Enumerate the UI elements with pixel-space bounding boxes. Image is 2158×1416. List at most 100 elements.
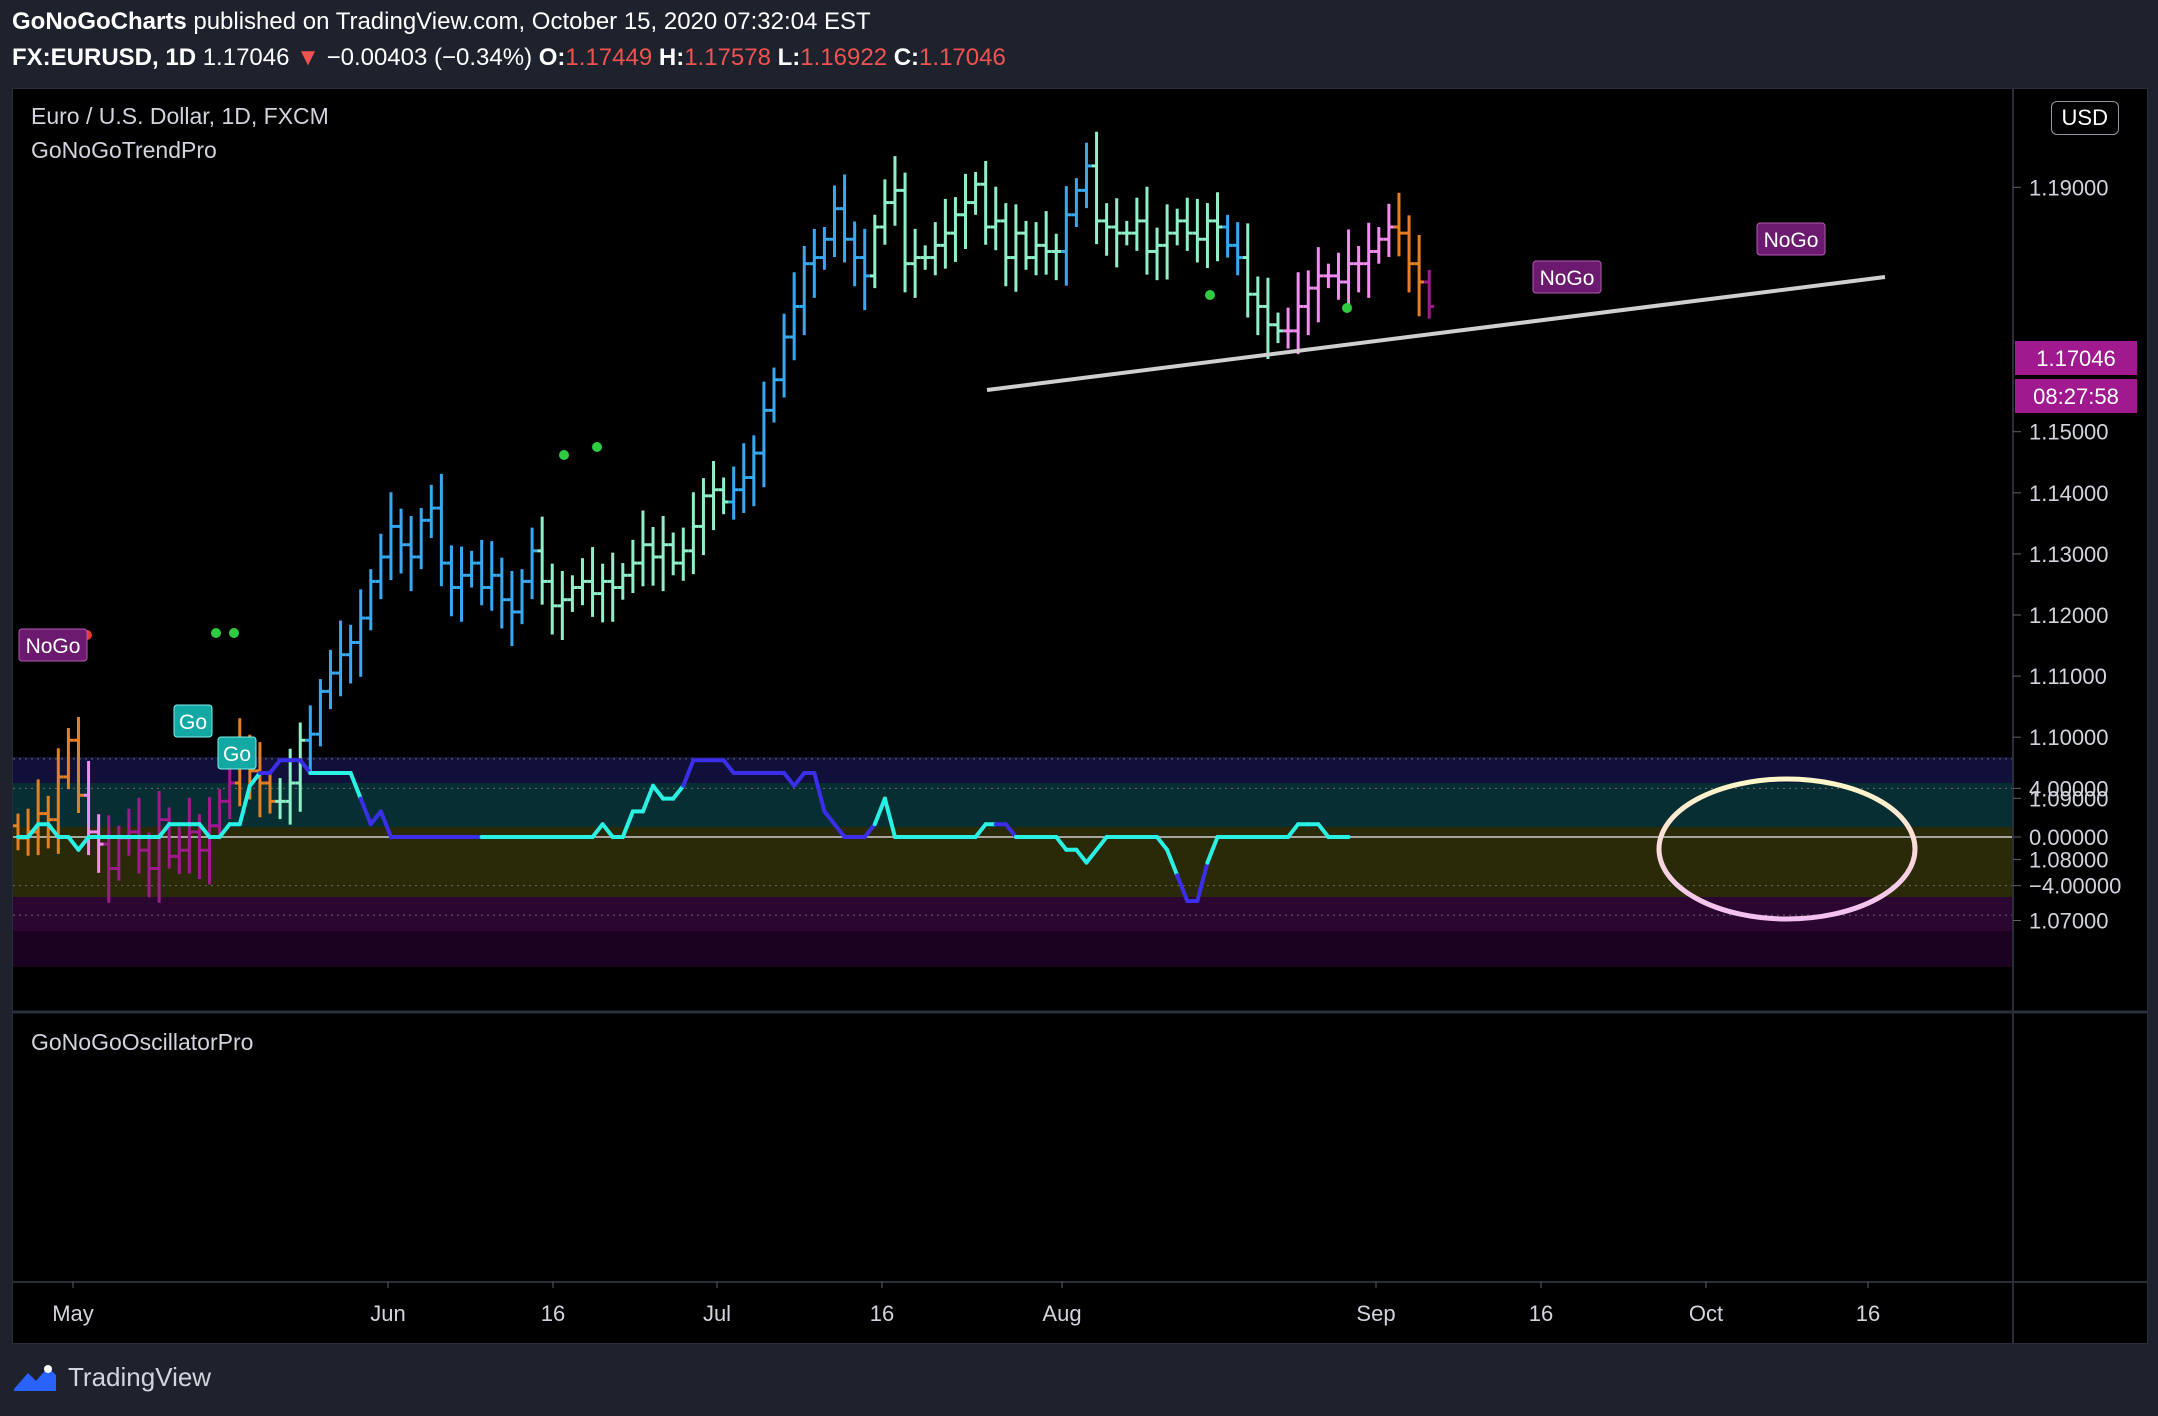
osc-segment (640, 783, 656, 814)
tradingview-footer[interactable]: TradingView (12, 1362, 211, 1393)
trendline[interactable] (986, 275, 1886, 392)
ohlc-bar (1414, 234, 1425, 317)
author-name[interactable]: GoNoGoCharts (12, 8, 187, 35)
price-tick-label: 1.13000 (2029, 542, 2109, 567)
osc-segment (651, 783, 666, 801)
time-tick-label: 16 (1529, 1301, 1553, 1326)
ohlc-bar (970, 172, 981, 215)
osc-segment (832, 822, 847, 839)
ohlc-bar (254, 742, 265, 818)
symbol-title[interactable]: Euro / U.S. Dollar, 1D, FXCM (31, 103, 329, 129)
osc-segment (298, 758, 313, 775)
go-nogo-labels: NoGo Go Go NoGo NoGo (18, 222, 1826, 770)
osc-segment (1316, 822, 1331, 839)
ohlc-bar (839, 174, 850, 263)
ohlc-bar (103, 815, 114, 903)
signal-markers (82, 290, 1352, 640)
low-value: 1.16922 (800, 44, 888, 71)
ohlc-bar (204, 797, 215, 885)
chart-panel[interactable]: NoGo Go Go NoGo NoGo 1.07000 1.08000 1.09000 1.… (12, 88, 2148, 1344)
osc-band-upper (13, 783, 2013, 827)
last-price: 1.17046 (202, 44, 290, 71)
ohlc-bar (1424, 269, 1435, 319)
osc-segment (1094, 835, 1109, 852)
oscillator-indicator-name[interactable]: GoNoGoOscillatorPro (31, 1029, 254, 1055)
ohlc-bar (849, 221, 860, 287)
ohlc-bar (1141, 186, 1152, 275)
price-tag-bg (2015, 341, 2137, 375)
ohlc-bar (698, 478, 709, 556)
time-tick-label: 16 (1856, 1301, 1880, 1326)
ohlc-bar (990, 186, 1001, 251)
highlight-ellipse[interactable] (1656, 776, 1918, 922)
ohlc-bar (1262, 277, 1273, 359)
open-value: 1.17449 (565, 44, 653, 71)
tradingview-logo-icon (14, 1364, 56, 1391)
ohlc-bar (63, 728, 74, 790)
tradingview-label: TradingView (68, 1362, 212, 1392)
ohlc-bar (748, 435, 759, 507)
ohlc-bar (1373, 227, 1384, 264)
ohlc-bar (869, 214, 880, 289)
ohlc-bar (920, 245, 931, 270)
ohlc-bar (1182, 197, 1193, 251)
ohlc-bar (637, 510, 648, 587)
price-axis[interactable]: 1.07000 1.08000 1.09000 1.10000 1.11000 1.120… (2013, 175, 2121, 934)
gridlines (13, 758, 2013, 916)
ohlc-bar (859, 228, 870, 311)
ohlc-bar (587, 547, 598, 617)
time-tick-label: Oct (1689, 1301, 1723, 1326)
ohlc-bar (1333, 252, 1344, 300)
ohlc-bar (819, 227, 830, 270)
ohlc-bar (1283, 307, 1294, 349)
high-label: H: (658, 44, 685, 71)
osc-segment (378, 809, 393, 839)
price-tick-label: 1.11000 (2029, 664, 2107, 689)
ohlc-bar (1242, 223, 1253, 318)
ohlc-bar (224, 759, 235, 820)
ohlc-bar (567, 575, 578, 612)
ohlc-bar (1252, 276, 1263, 336)
osc-segment (358, 796, 373, 827)
osc-tick-label: −4.00000 (2029, 874, 2121, 899)
ohlc-bar (456, 546, 467, 622)
ohlc-bar (1061, 186, 1072, 286)
ohlc-bar (43, 795, 54, 849)
time-tick-label: May (52, 1301, 94, 1326)
ohlc-bar (658, 516, 669, 592)
ohlc-bar (1081, 142, 1092, 209)
ohlc-bar (1383, 203, 1394, 257)
time-tick-label: Jul (703, 1301, 731, 1326)
ohlc-bar (214, 789, 225, 839)
osc-band-lower (13, 897, 2013, 931)
countdown-tag-text: 08:27:58 (2033, 384, 2119, 409)
ohlc-bar (769, 367, 779, 423)
ohlc-bar (617, 563, 628, 600)
ohlc-bar (799, 245, 810, 336)
currency-button[interactable]: USD (2050, 101, 2119, 135)
ohlc-bar (416, 508, 427, 570)
svg-text:Go: Go (223, 743, 251, 766)
ohlc-bar (537, 516, 548, 605)
osc-segment (600, 822, 615, 839)
osc-segment (268, 758, 283, 775)
ohlc-bar (1363, 222, 1374, 298)
time-axis[interactable]: May Jun 16 Jul 16 Aug Sep 16 Oct 16 (52, 1282, 1880, 1326)
ohlc-bar (547, 563, 558, 635)
ohlc-bar (1000, 203, 1011, 287)
ohlc-bar (738, 443, 749, 513)
ohlc-bar (345, 624, 356, 684)
osc-segment (348, 771, 363, 801)
osc-segment (1175, 873, 1190, 903)
ohlc-bar (1131, 197, 1142, 251)
ohlc-bar (1121, 220, 1132, 246)
osc-segment (721, 758, 736, 775)
trend-indicator-name[interactable]: GoNoGoTrendPro (31, 137, 217, 163)
high-value: 1.17578 (684, 44, 771, 71)
ohlc-bar (396, 508, 407, 574)
osc-segment (368, 809, 383, 827)
osc-segment (1084, 847, 1099, 865)
down-arrow-icon: ▼ (296, 44, 320, 71)
oscillator-line (16, 758, 1351, 903)
